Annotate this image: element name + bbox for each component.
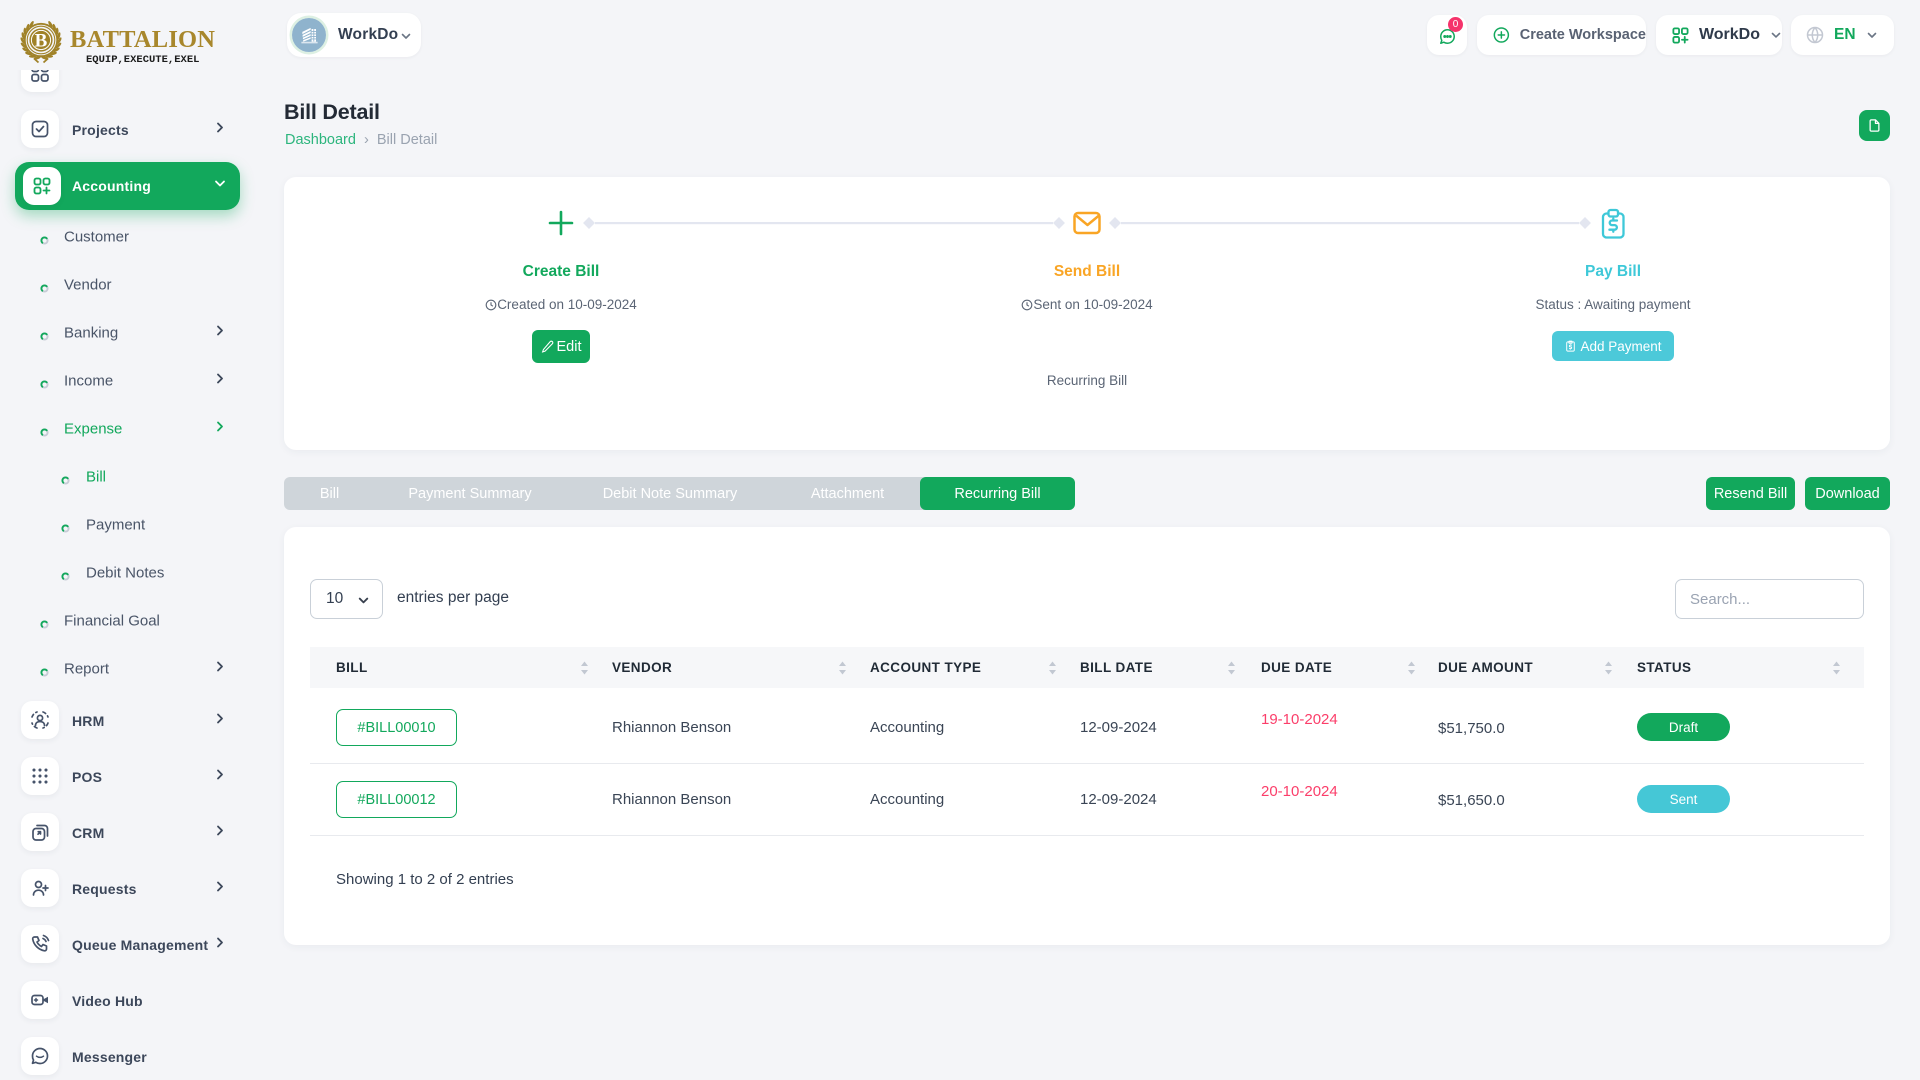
svg-text:B: B (35, 31, 48, 52)
svg-text:BATTALION: BATTALION (70, 26, 215, 53)
svg-text:EQUIP,EXECUTE,EXEL: EQUIP,EXECUTE,EXEL (86, 54, 199, 66)
